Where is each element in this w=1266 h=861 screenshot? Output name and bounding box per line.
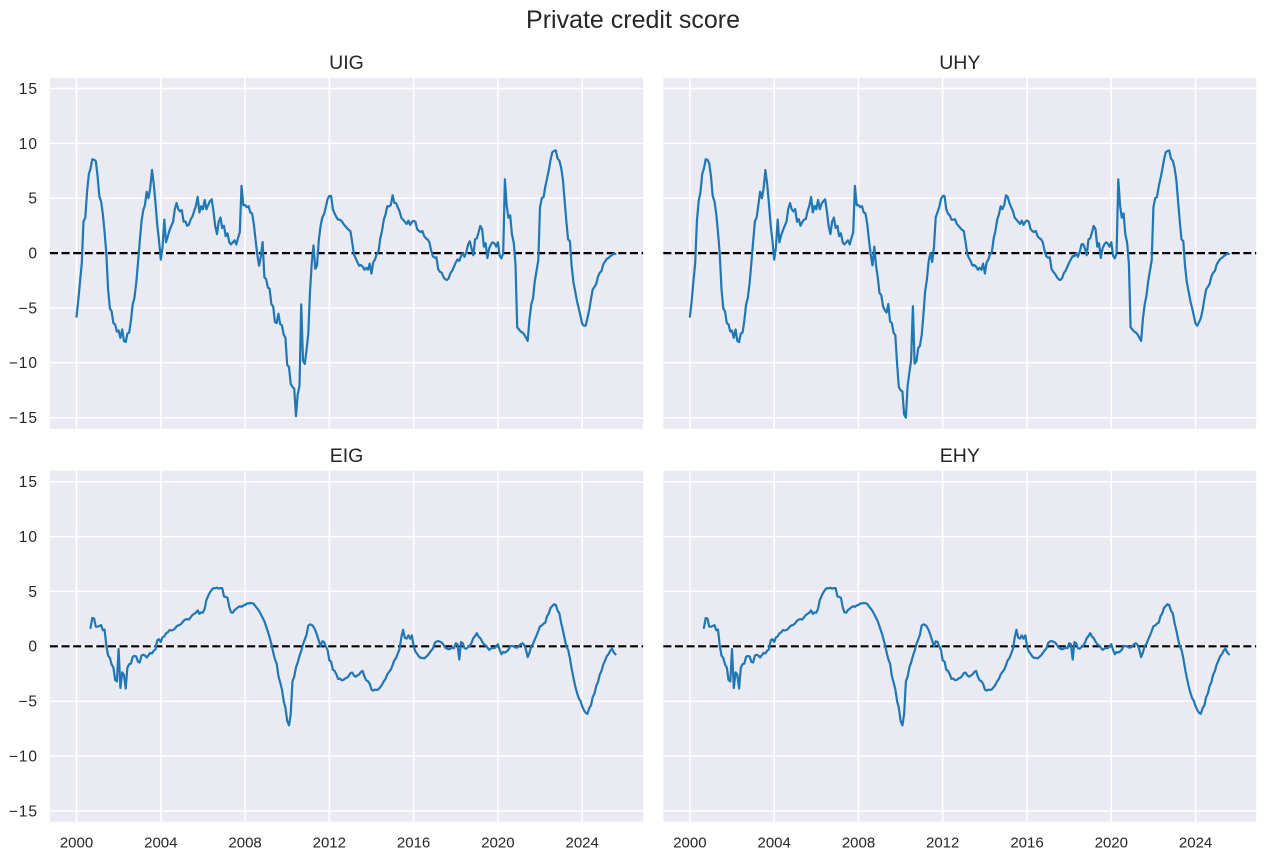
svg-text:−10: −10 (9, 355, 38, 372)
svg-text:EIG: EIG (330, 445, 364, 467)
svg-text:−15: −15 (9, 410, 38, 427)
svg-text:2024: 2024 (1179, 835, 1212, 852)
svg-text:2004: 2004 (144, 835, 177, 852)
svg-text:Private credit score: Private credit score (526, 6, 740, 34)
svg-text:−10: −10 (9, 748, 38, 765)
svg-text:5: 5 (28, 584, 38, 601)
svg-text:2000: 2000 (60, 835, 93, 852)
svg-text:5: 5 (28, 191, 38, 208)
svg-text:10: 10 (19, 136, 38, 153)
svg-text:2016: 2016 (397, 835, 430, 852)
svg-text:0: 0 (28, 639, 38, 656)
svg-text:−15: −15 (9, 803, 38, 820)
svg-text:2004: 2004 (758, 835, 791, 852)
svg-text:2012: 2012 (313, 835, 346, 852)
svg-text:EHY: EHY (940, 445, 980, 467)
svg-text:2020: 2020 (481, 835, 514, 852)
svg-text:10: 10 (19, 529, 38, 546)
svg-text:−5: −5 (18, 300, 38, 317)
svg-text:15: 15 (19, 81, 38, 98)
svg-text:2008: 2008 (842, 835, 875, 852)
svg-text:UIG: UIG (329, 52, 364, 74)
svg-text:2016: 2016 (1010, 835, 1043, 852)
svg-text:15: 15 (19, 474, 38, 491)
svg-text:2000: 2000 (673, 835, 706, 852)
svg-text:2008: 2008 (228, 835, 261, 852)
svg-text:0: 0 (28, 246, 38, 263)
svg-text:2012: 2012 (926, 835, 959, 852)
svg-text:2020: 2020 (1095, 835, 1128, 852)
svg-text:UHY: UHY (939, 52, 980, 74)
svg-text:−5: −5 (18, 694, 38, 711)
svg-text:2024: 2024 (566, 835, 599, 852)
